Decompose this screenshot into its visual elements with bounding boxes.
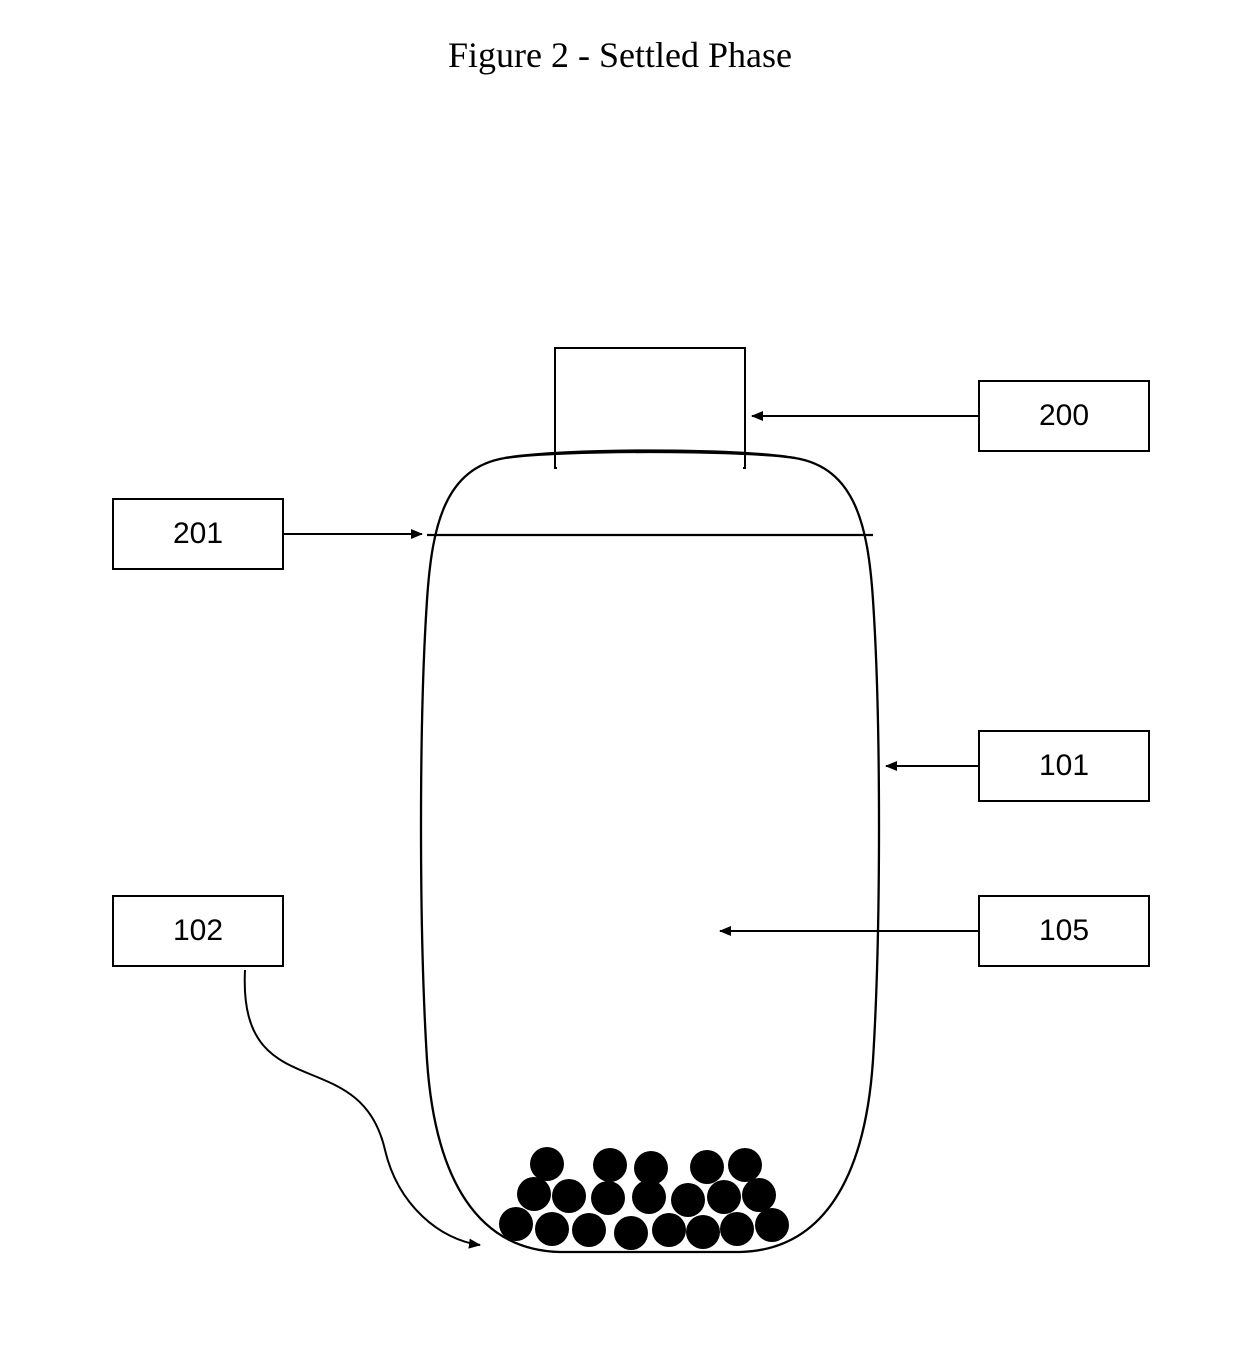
particle <box>572 1213 606 1247</box>
particle <box>686 1215 720 1249</box>
arrow-102 <box>245 970 480 1245</box>
particle <box>671 1183 705 1217</box>
label-101-text: 101 <box>1039 749 1089 783</box>
particle <box>720 1212 754 1246</box>
settled-particles <box>499 1147 789 1250</box>
particle <box>755 1208 789 1242</box>
particle <box>632 1180 666 1214</box>
label-102: 102 <box>112 895 284 967</box>
label-105: 105 <box>978 895 1150 967</box>
particle <box>499 1207 533 1241</box>
particle <box>652 1213 686 1247</box>
particle <box>593 1148 627 1182</box>
particle <box>728 1148 762 1182</box>
label-101: 101 <box>978 730 1150 802</box>
label-201-text: 201 <box>173 517 223 551</box>
figure-canvas: Figure 2 - Settled Phase 200 201 <box>0 0 1240 1354</box>
particle <box>552 1179 586 1213</box>
particle <box>614 1216 648 1250</box>
label-105-text: 105 <box>1039 914 1089 948</box>
particle <box>742 1178 776 1212</box>
label-200-text: 200 <box>1039 399 1089 433</box>
label-200: 200 <box>978 380 1150 452</box>
label-102-text: 102 <box>173 914 223 948</box>
particle <box>690 1150 724 1184</box>
particle <box>535 1212 569 1246</box>
diagram-svg <box>0 0 1240 1354</box>
particle <box>634 1151 668 1185</box>
particle <box>530 1147 564 1181</box>
cap-mask <box>557 466 743 470</box>
vessel-body <box>421 452 879 1252</box>
label-201: 201 <box>112 498 284 570</box>
particle <box>591 1181 625 1215</box>
particle <box>707 1180 741 1214</box>
particle <box>517 1177 551 1211</box>
